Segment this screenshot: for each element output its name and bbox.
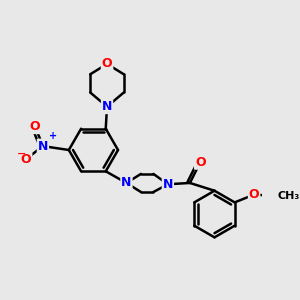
Text: N: N — [121, 176, 132, 190]
Text: CH₃: CH₃ — [278, 191, 300, 201]
Text: −: − — [17, 148, 26, 158]
Text: N: N — [102, 100, 112, 113]
Text: O: O — [30, 120, 40, 133]
Text: O: O — [21, 153, 32, 166]
Text: N: N — [38, 140, 48, 153]
Text: N: N — [163, 178, 173, 191]
Text: O: O — [195, 156, 206, 169]
Text: +: + — [49, 131, 57, 141]
Text: O: O — [102, 57, 112, 70]
Text: O: O — [249, 188, 260, 201]
